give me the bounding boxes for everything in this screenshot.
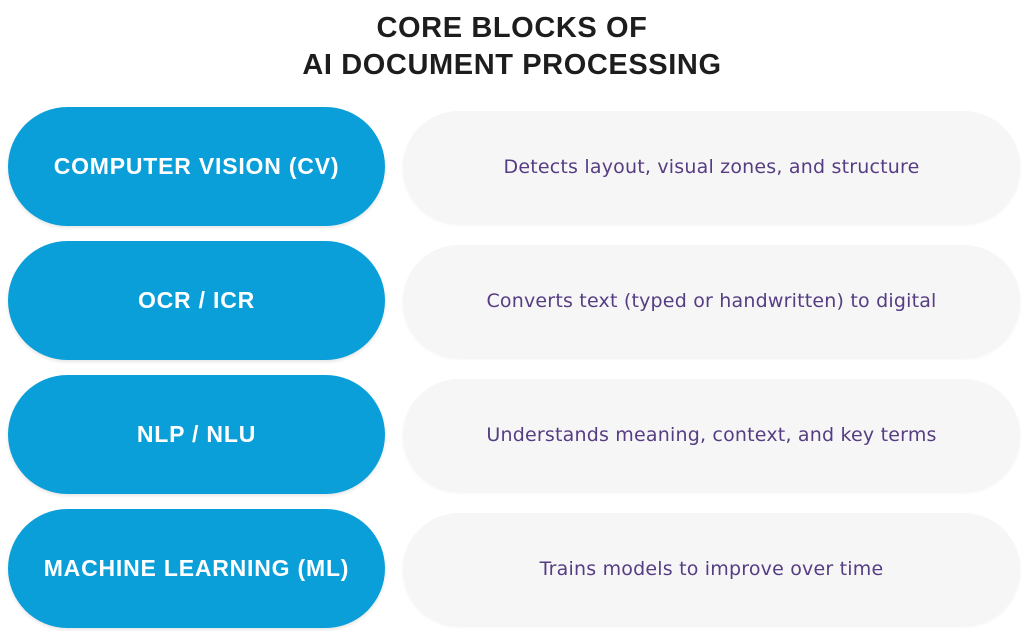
block-description-pill: Trains models to improve over time [403,512,1020,625]
page-title-line-1: CORE BLOCKS OF [376,12,648,44]
block-label-pill: NLP / NLU [8,375,385,494]
block-description-text: Understands meaning, context, and key te… [486,423,937,446]
block-row-computer-vision: COMPUTER VISION (CV) Detects layout, vis… [8,107,1020,226]
block-row-ocr-icr: OCR / ICR Converts text (typed or handwr… [8,241,1020,360]
block-label-pill: COMPUTER VISION (CV) [8,107,385,226]
block-label-text: MACHINE LEARNING (ML) [43,555,350,581]
page-title-line-2: AI DOCUMENT PROCESSING [302,49,722,82]
block-label-text: NLP / NLU [136,421,257,447]
block-rows: COMPUTER VISION (CV) Detects layout, vis… [8,107,1020,628]
block-description-pill: Understands meaning, context, and key te… [403,378,1020,491]
block-label-pill: MACHINE LEARNING (ML) [8,509,385,628]
block-label-pill: OCR / ICR [8,241,385,360]
block-label-text: COMPUTER VISION (CV) [53,153,340,179]
page-title: CORE BLOCKS OF AI DOCUMENT PROCESSING [0,10,1024,84]
block-description-text: Converts text (typed or handwritten) to … [486,289,937,312]
block-row-nlp-nlu: NLP / NLU Understands meaning, context, … [8,375,1020,494]
block-label-text: OCR / ICR [137,287,256,313]
block-row-machine-learning: MACHINE LEARNING (ML) Trains models to i… [8,509,1020,628]
block-description-pill: Converts text (typed or handwritten) to … [403,244,1020,357]
block-description-text: Detects layout, visual zones, and struct… [503,155,920,178]
block-description-text: Trains models to improve over time [539,557,884,580]
block-description-pill: Detects layout, visual zones, and struct… [403,110,1020,223]
